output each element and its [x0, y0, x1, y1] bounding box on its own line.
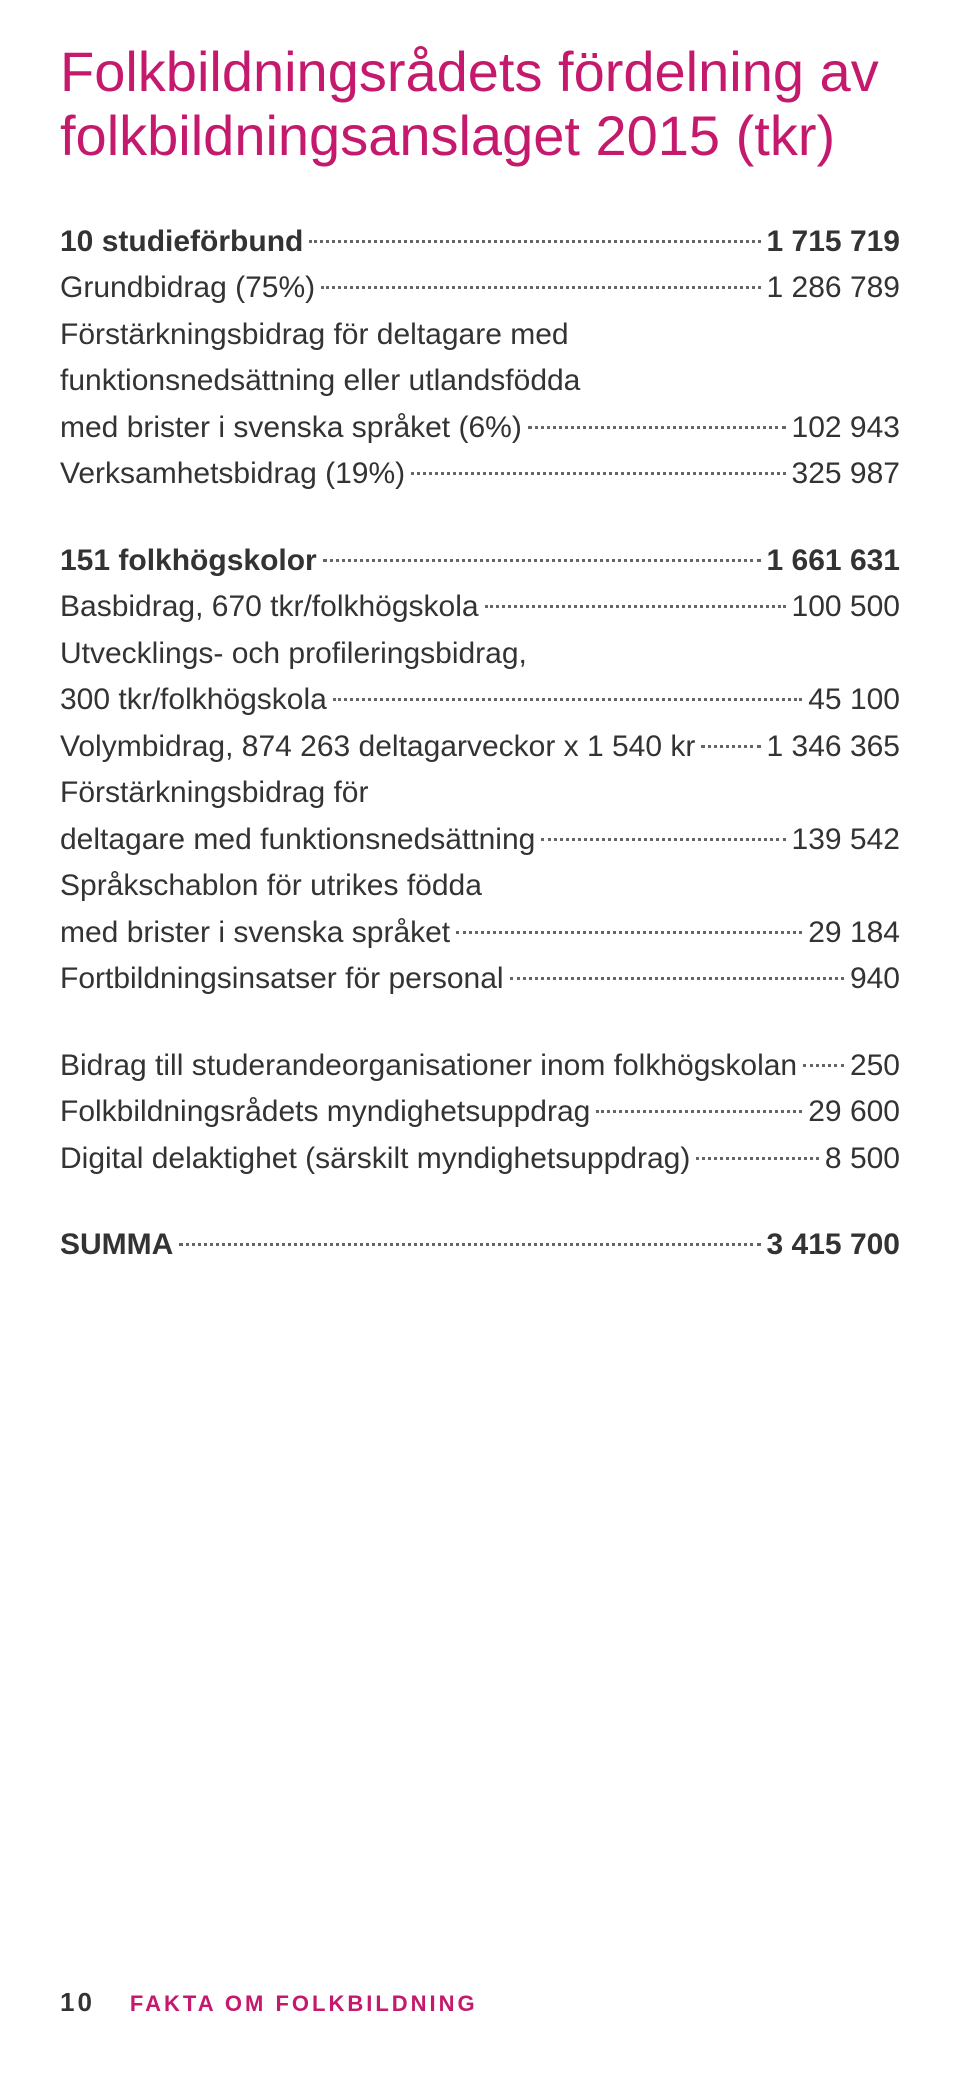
leader: [411, 472, 785, 475]
section1-item1: Förstärkningsbidrag för deltagare med fu…: [60, 312, 900, 452]
section1-item0: Grundbidrag (75%) 1 286 789: [60, 265, 900, 312]
leader: [485, 605, 786, 608]
summa-row: SUMMA 3 415 700: [60, 1222, 900, 1269]
leader: [541, 838, 785, 841]
section3-item1: Folkbildningsrådets myndighetsuppdrag 29…: [60, 1089, 900, 1136]
page-number: 10: [60, 1987, 95, 2018]
item-value: 139 542: [792, 817, 900, 864]
leader: [803, 1064, 844, 1067]
title-line1: Folkbildningsrådets fördelning av: [60, 40, 879, 103]
item-label-line2: funktionsnedsättning eller utlandsfödda: [60, 358, 900, 405]
leader: [321, 286, 760, 289]
page-footer: 10 FAKTA OM FOLKBILDNING: [60, 1987, 478, 2018]
item-value: 325 987: [792, 451, 900, 498]
leader: [528, 426, 786, 429]
item-label-line2: deltagare med funktionsnedsättning: [60, 817, 535, 864]
leader: [309, 240, 760, 243]
item-value: 1 346 365: [767, 724, 900, 771]
leader: [333, 698, 802, 701]
item-label: Volymbidrag, 874 263 deltagarveckor x 1 …: [60, 724, 695, 771]
leader: [596, 1110, 802, 1113]
item-label: Verksamhetsbidrag (19%): [60, 451, 405, 498]
section2-item4: Språkschablon för utrikes födda med bris…: [60, 863, 900, 956]
section1-heading-label: 10 studieförbund: [60, 219, 303, 266]
footer-text: FAKTA OM FOLKBILDNING: [130, 1991, 478, 2017]
item-label: Folkbildningsrådets myndighetsuppdrag: [60, 1089, 590, 1136]
section3-item2: Digital delaktighet (särskilt myndighets…: [60, 1136, 900, 1183]
item-value: 100 500: [792, 584, 900, 631]
item-label: Fortbildningsinsatser för personal: [60, 956, 504, 1003]
section1-item2: Verksamhetsbidrag (19%) 325 987: [60, 451, 900, 498]
item-label: Bidrag till studerandeorganisationer ino…: [60, 1043, 797, 1090]
section1-heading-value: 1 715 719: [767, 219, 900, 266]
section1-heading-row: 10 studieförbund 1 715 719: [60, 219, 900, 266]
item-value: 45 100: [808, 677, 900, 724]
item-label-line2: 300 tkr/folkhögskola: [60, 677, 327, 724]
item-value: 102 943: [792, 405, 900, 452]
title-line2: folkbildningsanslaget 2015 (tkr): [60, 104, 835, 167]
item-value: 8 500: [825, 1136, 900, 1183]
section2-heading-label: 151 folkhögskolor: [60, 538, 317, 585]
item-label: Grundbidrag (75%): [60, 265, 315, 312]
item-label-line1: Förstärkningsbidrag för: [60, 770, 900, 817]
summa-label: SUMMA: [60, 1222, 173, 1269]
section2-heading-value: 1 661 631: [767, 538, 900, 585]
leader: [323, 559, 761, 562]
leader: [510, 977, 844, 980]
item-value: 250: [850, 1043, 900, 1090]
item-label-line1: Språkschablon för utrikes födda: [60, 863, 900, 910]
leader: [701, 745, 760, 748]
summa-value: 3 415 700: [767, 1222, 900, 1269]
section2-heading-row: 151 folkhögskolor 1 661 631: [60, 538, 900, 585]
section2-item3: Förstärkningsbidrag för deltagare med fu…: [60, 770, 900, 863]
item-value: 1 286 789: [767, 265, 900, 312]
item-label: Basbidrag, 670 tkr/folkhögskola: [60, 584, 479, 631]
leader: [696, 1157, 819, 1160]
section2-item5: Fortbildningsinsatser för personal 940: [60, 956, 900, 1003]
leader: [456, 931, 802, 934]
item-label-line1: Förstärkningsbidrag för deltagare med: [60, 312, 900, 359]
section2-item0: Basbidrag, 670 tkr/folkhögskola 100 500: [60, 584, 900, 631]
leader: [179, 1243, 760, 1246]
item-value: 29 184: [808, 910, 900, 957]
section3-item0: Bidrag till studerandeorganisationer ino…: [60, 1043, 900, 1090]
item-label-line1: Utvecklings- och profileringsbidrag,: [60, 631, 900, 678]
item-label-line2: med brister i svenska språket: [60, 910, 450, 957]
content-body: 10 studieförbund 1 715 719 Grundbidrag (…: [60, 219, 900, 1269]
item-label-line3: med brister i svenska språket (6%): [60, 405, 522, 452]
item-label: Digital delaktighet (särskilt myndighets…: [60, 1136, 690, 1183]
item-value: 940: [850, 956, 900, 1003]
section2-item1: Utvecklings- och profileringsbidrag, 300…: [60, 631, 900, 724]
page-title: Folkbildningsrådets fördelning av folkbi…: [60, 40, 900, 169]
item-value: 29 600: [808, 1089, 900, 1136]
section2-item2: Volymbidrag, 874 263 deltagarveckor x 1 …: [60, 724, 900, 771]
